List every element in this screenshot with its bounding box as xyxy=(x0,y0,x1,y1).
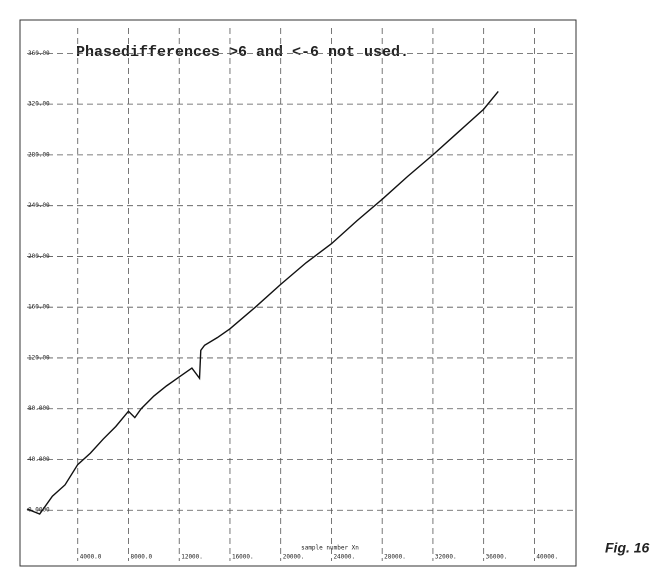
x-tick-label: 4000.0 xyxy=(80,554,102,561)
y-tick-label: 320.00 xyxy=(28,101,50,108)
x-tick-label: 20000. xyxy=(283,554,305,561)
y-tick-label: 280.00 xyxy=(28,151,50,158)
caption: Fig. 16 xyxy=(605,540,650,556)
y-tick-label: 120.00 xyxy=(28,354,50,361)
y-tick-label: 40.000 xyxy=(28,456,50,463)
x-tick-label: 36000. xyxy=(486,554,508,561)
y-tick-label: 240.00 xyxy=(28,202,50,209)
x-tick-label: 40000. xyxy=(536,554,558,561)
chart-title: Phasedifferences >6 and <-6 not used. xyxy=(76,44,409,61)
y-tick-label: 160.00 xyxy=(28,304,50,311)
y-tick-label: 80.000 xyxy=(28,405,50,412)
x-tick-label: 12000. xyxy=(181,554,203,561)
x-axis-label: sample number Xn xyxy=(301,545,359,552)
x-tick-label: 8000.0 xyxy=(130,554,152,561)
x-tick-label: 24000. xyxy=(333,554,355,561)
x-tick-label: 28000. xyxy=(384,554,406,561)
x-tick-label: 32000. xyxy=(435,554,457,561)
y-tick-label: 0.0000 xyxy=(28,507,50,514)
y-tick-label: 360.00 xyxy=(28,50,50,57)
x-tick-label: 16000. xyxy=(232,554,254,561)
y-tick-label: 200.00 xyxy=(28,253,50,260)
frame xyxy=(19,19,577,567)
data-line xyxy=(26,91,499,515)
